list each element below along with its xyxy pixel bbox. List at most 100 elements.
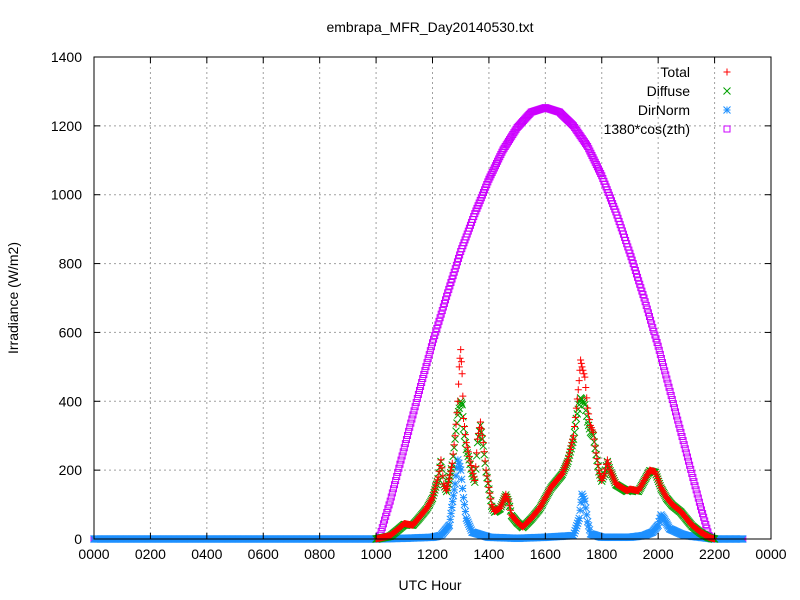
data-point: [578, 490, 586, 499]
data-point: [409, 411, 417, 419]
data-point: [581, 373, 589, 381]
data-point: [457, 399, 466, 407]
plot-frame: [93, 56, 772, 540]
data-point: [687, 465, 695, 473]
data-point: [417, 382, 425, 390]
data-point: [577, 356, 585, 364]
data-point: [388, 489, 396, 497]
data-point: [651, 331, 659, 339]
data-point: [432, 482, 440, 490]
data-point: [583, 517, 592, 526]
data-point: [678, 433, 686, 441]
legend-marker: [723, 68, 731, 76]
data-point: [427, 497, 435, 505]
data-point: [426, 498, 434, 506]
data-point: [382, 512, 390, 520]
data-point: [572, 521, 581, 530]
data-point: [486, 489, 494, 497]
data-point: [582, 384, 590, 392]
data-point: [387, 493, 395, 501]
data-point: [439, 472, 447, 480]
data-point: [593, 455, 601, 463]
data-point: [670, 404, 678, 412]
data-point: [602, 465, 610, 473]
data-point: [385, 501, 393, 509]
data-point: [430, 488, 438, 496]
data-point: [645, 313, 653, 321]
data-point: [702, 521, 710, 529]
data-point: [445, 475, 453, 483]
data-point: [659, 359, 667, 367]
data-point: [379, 520, 387, 528]
data-point: [476, 418, 484, 426]
data-point: [672, 408, 680, 416]
data-point: [700, 513, 708, 521]
data-point: [483, 472, 491, 480]
data-point: [408, 415, 416, 423]
data-point: [659, 488, 667, 496]
data-point: [669, 400, 677, 408]
x-tick-label: 0400: [191, 546, 222, 562]
data-point: [489, 166, 497, 174]
data-point: [634, 487, 642, 495]
data-point: [667, 391, 675, 399]
data-point: [594, 165, 602, 173]
data-point: [457, 358, 465, 366]
data-point: [540, 497, 548, 505]
data-point: [378, 524, 386, 532]
data-point: [584, 521, 593, 530]
data-point: [482, 466, 490, 474]
data-point: [477, 425, 485, 433]
data-point: [449, 491, 458, 500]
data-point: [642, 472, 650, 480]
data-point: [428, 495, 436, 503]
data-point: [661, 491, 669, 499]
data-point: [429, 339, 436, 347]
data-point: [571, 526, 580, 535]
data-point: [635, 485, 643, 493]
data-point: [471, 476, 479, 484]
data-point: [570, 423, 578, 431]
data-point: [486, 173, 494, 181]
data-point: [404, 431, 412, 439]
data-point: [564, 456, 572, 464]
data-point: [649, 324, 657, 332]
data-point: [464, 520, 473, 529]
data-point: [433, 476, 441, 484]
data-point: [696, 502, 704, 510]
data-point: [565, 452, 573, 460]
data-point: [601, 470, 609, 478]
data-point: [573, 519, 582, 528]
data-point: [433, 479, 441, 487]
data-point: [580, 494, 588, 503]
data-point: [466, 524, 475, 533]
y-tick-label: 1000: [51, 187, 82, 203]
data-point: [640, 294, 648, 302]
data-point: [456, 354, 464, 362]
data-point: [586, 416, 594, 424]
data-point: [424, 355, 432, 363]
data-point: [594, 460, 602, 468]
data-point: [597, 170, 605, 178]
data-point: [569, 435, 577, 443]
data-point: [478, 432, 486, 440]
data-point: [664, 379, 672, 387]
data-point: [459, 493, 468, 502]
data-point: [450, 441, 458, 449]
data-point: [637, 482, 645, 490]
data-point: [454, 455, 462, 464]
data-point: [701, 517, 709, 525]
data-point: [536, 504, 544, 512]
x-tick-label: 0800: [304, 546, 335, 562]
data-point: [657, 355, 665, 363]
data-point: [666, 387, 674, 395]
data-point: [591, 442, 599, 450]
data-point: [411, 403, 419, 411]
y-tick-label: 0: [74, 531, 82, 547]
data-point: [412, 399, 420, 407]
data-point: [465, 522, 474, 531]
data-point: [675, 420, 683, 428]
data-point: [648, 320, 656, 328]
data-point: [446, 471, 454, 479]
data-point: [452, 472, 460, 480]
